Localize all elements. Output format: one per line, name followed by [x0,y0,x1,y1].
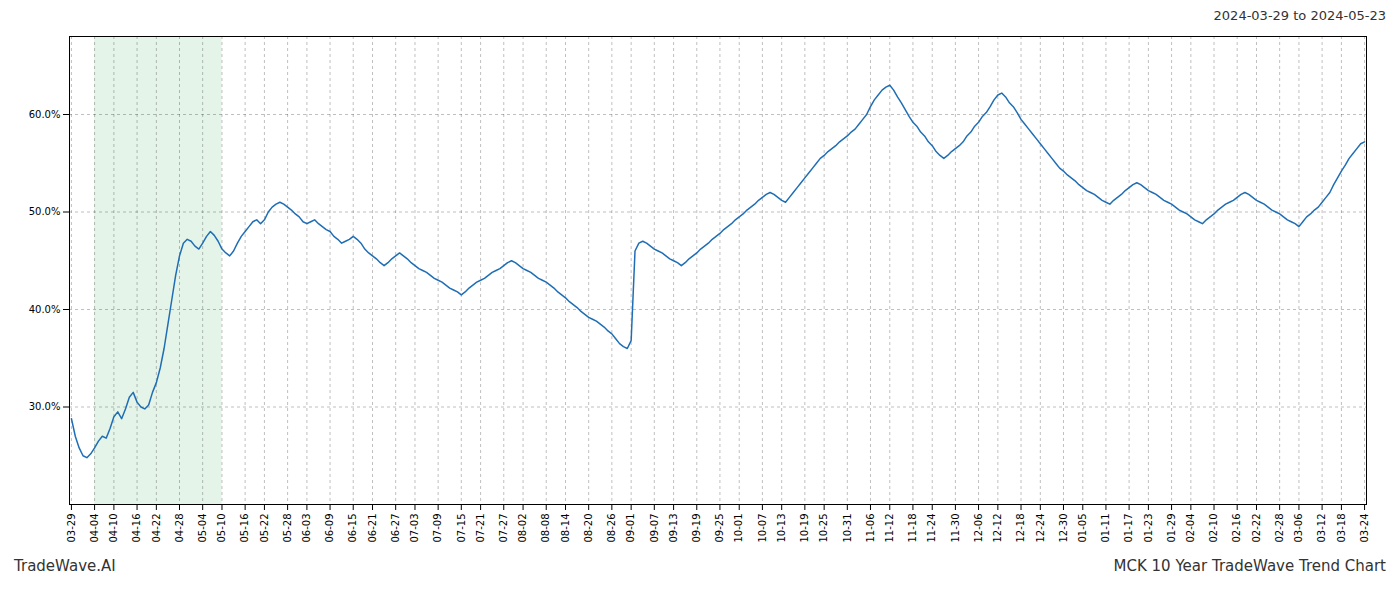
svg-text:10-07: 10-07 [757,514,768,543]
svg-text:07-03: 07-03 [409,514,420,543]
html-text:TradeWave.AI: TradeWave.AI [14,557,116,575]
svg-text:50.0%: 50.0% [29,206,61,217]
svg-text:06-09: 06-09 [324,514,335,543]
svg-text:05-28: 05-28 [282,514,293,543]
svg-text:12-30: 12-30 [1058,514,1069,543]
svg-text:06-03: 06-03 [301,514,312,543]
svg-text:04-22: 04-22 [151,514,162,543]
svg-text:09-07: 09-07 [649,514,660,543]
svg-text:01-29: 01-29 [1166,514,1177,543]
svg-text:01-17: 01-17 [1123,514,1134,543]
svg-text:11-12: 11-12 [884,514,895,543]
svg-text:08-02: 08-02 [517,514,528,543]
svg-text:04-04: 04-04 [89,514,100,543]
svg-text:12-06: 12-06 [973,514,984,543]
html-text:2024-03-29 to 2024-05-23: 2024-03-29 to 2024-05-23 [1213,8,1386,23]
svg-text:04-10: 04-10 [108,514,119,543]
svg-text:11-30: 11-30 [950,514,961,543]
svg-text:05-10: 05-10 [216,514,227,543]
svg-text:03-12: 03-12 [1316,514,1327,543]
svg-text:01-11: 01-11 [1100,514,1111,543]
svg-text:02-16: 02-16 [1231,514,1242,543]
svg-text:08-26: 08-26 [606,514,617,543]
svg-text:02-04: 02-04 [1185,514,1196,543]
svg-text:07-21: 07-21 [475,514,486,543]
svg-text:02-10: 02-10 [1208,514,1219,543]
svg-text:08-20: 08-20 [583,514,594,543]
svg-text:07-27: 07-27 [498,514,509,543]
svg-text:03-18: 03-18 [1336,514,1347,543]
svg-text:03-06: 03-06 [1293,514,1304,543]
svg-text:01-05: 01-05 [1077,514,1088,543]
svg-text:12-12: 12-12 [992,514,1003,543]
svg-text:06-21: 06-21 [367,514,378,543]
svg-text:09-19: 09-19 [691,514,702,543]
svg-text:06-15: 06-15 [347,514,358,543]
svg-text:07-15: 07-15 [456,514,467,543]
html-text:MCK 10 Year TradeWave Trend Ch: MCK 10 Year TradeWave Trend Chart [1113,557,1386,575]
svg-text:08-08: 08-08 [540,514,551,543]
svg-text:09-25: 09-25 [714,514,725,543]
svg-text:60.0%: 60.0% [29,109,61,120]
svg-text:12-24: 12-24 [1035,514,1046,543]
svg-text:11-06: 11-06 [865,514,876,543]
svg-text:01-23: 01-23 [1143,514,1154,543]
svg-text:40.0%: 40.0% [29,304,61,315]
svg-text:02-28: 02-28 [1274,514,1285,543]
svg-text:07-09: 07-09 [432,514,443,543]
svg-text:02-22: 02-22 [1251,514,1262,543]
svg-text:10-25: 10-25 [818,514,829,543]
svg-text:11-24: 11-24 [926,514,937,543]
svg-text:09-01: 09-01 [625,514,636,543]
svg-text:10-13: 10-13 [776,514,787,543]
svg-text:05-04: 05-04 [197,514,208,543]
svg-text:10-01: 10-01 [733,514,744,543]
svg-text:06-27: 06-27 [390,514,401,543]
svg-text:09-13: 09-13 [668,514,679,543]
svg-text:10-19: 10-19 [799,514,810,543]
svg-text:08-14: 08-14 [560,514,571,543]
svg-text:03-24: 03-24 [1359,514,1370,543]
svg-text:04-16: 04-16 [131,514,142,543]
svg-text:05-22: 05-22 [259,514,270,543]
svg-text:10-31: 10-31 [842,514,853,543]
svg-text:30.0%: 30.0% [29,401,61,412]
svg-text:05-16: 05-16 [239,514,250,543]
svg-text:04-28: 04-28 [174,514,185,543]
svg-text:11-18: 11-18 [907,514,918,543]
svg-text:12-18: 12-18 [1015,514,1026,543]
svg-text:03-29: 03-29 [66,514,77,543]
